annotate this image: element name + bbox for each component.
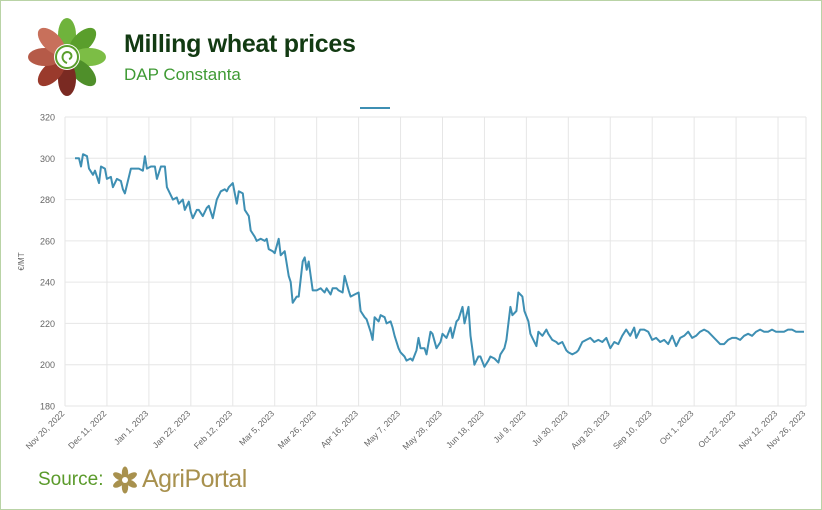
x-tick-label: Feb 12, 2023	[192, 408, 235, 451]
y-tick-label: 180	[40, 402, 55, 412]
x-tick-label: Jan 1, 2023	[112, 408, 151, 447]
x-tick-label: Mar 5, 2023	[237, 408, 276, 447]
source-label: Source:	[38, 469, 104, 490]
y-tick-label: 260	[40, 236, 55, 246]
y-tick-label: 200	[40, 360, 55, 370]
x-tick-label: Jul 30, 2023	[530, 408, 570, 448]
y-tick-label: 320	[40, 113, 55, 123]
chart-subtitle: DAP Constanta	[124, 65, 241, 84]
x-tick-label: May 28, 2023	[400, 408, 444, 452]
x-tick-label: Dec 11, 2022	[66, 408, 109, 451]
agriportal-mark-icon	[113, 466, 137, 494]
x-tick-label: Jun 18, 2023	[444, 408, 486, 450]
x-tick-label: Oct 1, 2023	[657, 408, 695, 446]
y-axis-label: €/MT	[17, 252, 26, 270]
x-tick-label: Aug 20, 2023	[569, 408, 612, 451]
x-tick-label: Sep 10, 2023	[611, 408, 654, 451]
y-tick-label: 220	[40, 319, 55, 329]
x-tick-label: Oct 22, 2023	[696, 408, 738, 450]
x-tick-label: May 7, 2023	[362, 408, 402, 448]
y-tick-label: 240	[40, 278, 55, 288]
x-tick-label: Nov 20, 2022	[24, 408, 67, 451]
x-tick-label: Jul 9, 2023	[491, 408, 528, 445]
brand-name: AgriPortal	[142, 465, 247, 493]
x-tick-label: Jan 22, 2023	[150, 408, 192, 450]
series-line[interactable]	[75, 153, 804, 368]
x-tick-label: Apr 16, 2023	[319, 408, 361, 450]
x-tick-label: Mar 26, 2023	[276, 408, 319, 451]
chart-title: Milling wheat prices	[124, 30, 356, 58]
y-tick-label: 280	[40, 195, 55, 205]
legend-swatch[interactable]	[360, 107, 390, 109]
agriportal-flower-logo	[28, 18, 106, 96]
y-tick-label: 300	[40, 154, 55, 164]
